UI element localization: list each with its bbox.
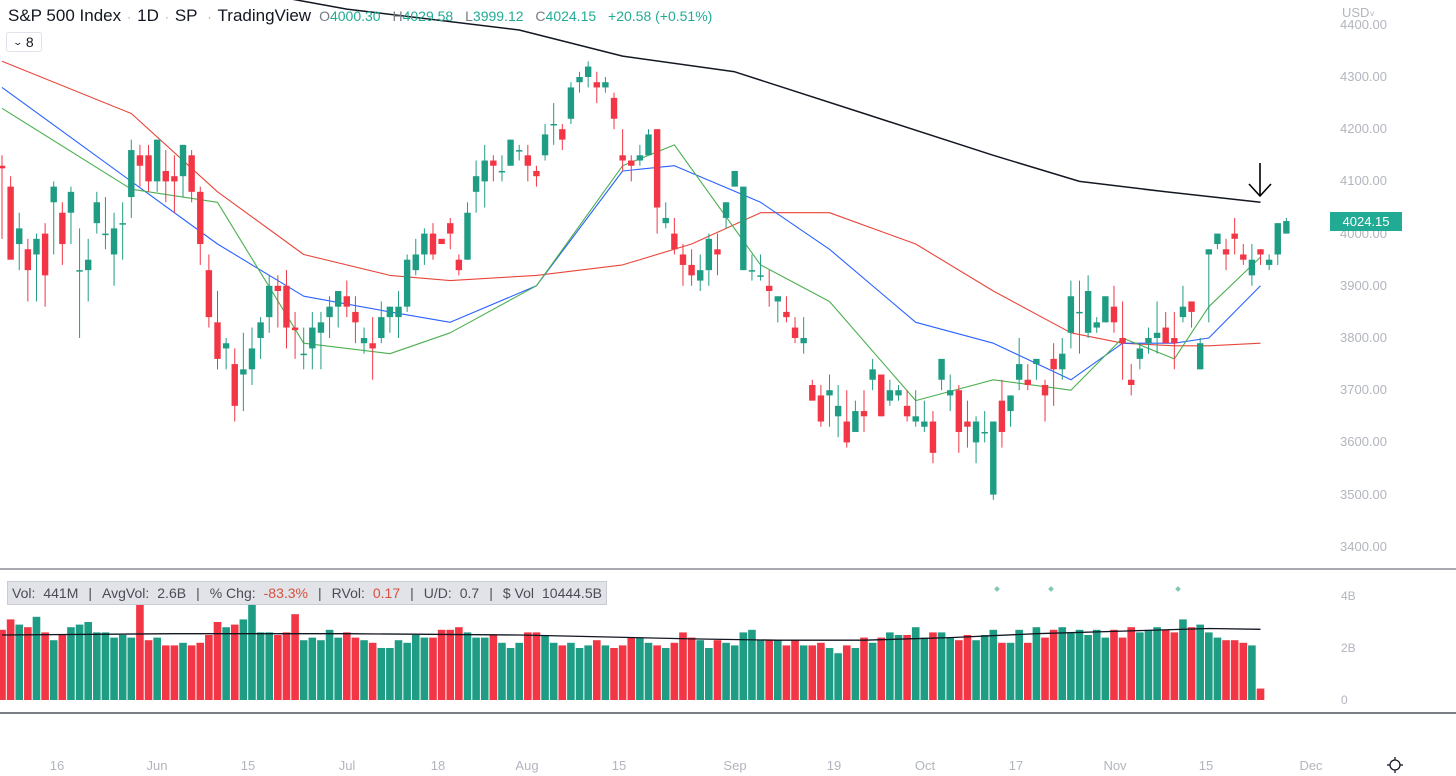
- pct-change-value: -83.3%: [263, 585, 308, 601]
- price-axis-label: 3600.00: [1340, 434, 1387, 450]
- indicators-toggle-button[interactable]: ⌄ 8: [6, 32, 42, 52]
- ma-blue-line: [1, 86, 1261, 381]
- price-axis-label: 3500.00: [1340, 486, 1387, 502]
- price-axis-label: 3700.00: [1340, 382, 1387, 398]
- volume-ma-line: [1, 627, 1261, 641]
- down-arrow-icon: [1248, 163, 1272, 198]
- price-axis-label: 3800.00: [1340, 330, 1387, 345]
- volume-markers: [994, 586, 1181, 592]
- ma-green-line: [1, 107, 1261, 402]
- close-value: 4024.15: [545, 8, 597, 24]
- time-axis-label: Nov: [1103, 758, 1127, 773]
- price-axis-label: 4300.00: [1340, 69, 1387, 84]
- time-axis-label: Sep: [723, 758, 747, 773]
- ohlc-values: O4000.30 H4029.58 L3999.12 C4024.15 +20.…: [319, 8, 713, 24]
- time-axis-label: 18: [430, 758, 446, 773]
- price-axis-label: 4100.00: [1340, 173, 1387, 189]
- chevron-down-icon: ˅: [1369, 9, 1375, 19]
- interval[interactable]: 1D: [137, 6, 159, 25]
- time-axis-label: Jul: [338, 758, 356, 773]
- time-axis-label: 17: [1008, 758, 1024, 773]
- chevron-down-icon: ⌄: [12, 36, 24, 47]
- ud-value: 0.7: [459, 585, 480, 601]
- time-axis-label: Dec: [1299, 758, 1323, 773]
- symbol-name[interactable]: S&P 500 Index: [8, 6, 122, 25]
- price-axis-label: 4400.00: [1340, 16, 1387, 32]
- avgvol-value: 2.6B: [157, 585, 187, 601]
- low-value: 3999.12: [472, 8, 524, 24]
- gear-icon[interactable]: [1386, 756, 1404, 774]
- volume-axis-2b: 2B: [1341, 641, 1356, 655]
- currency-selector[interactable]: USD˅: [1342, 5, 1375, 20]
- vol-value: 441M: [43, 585, 79, 601]
- time-axis-label: Aug: [515, 758, 539, 773]
- price-axis-label: 3900.00: [1340, 277, 1387, 293]
- volume-stats-bar: Vol: 441M | AvgVol: 2.6B | % Chg: -83.3% | …: [7, 581, 607, 605]
- open-value: 4000.30: [329, 8, 381, 24]
- indicator-count: 8: [25, 34, 34, 50]
- time-axis-label: 15: [611, 758, 627, 773]
- high-value: 4029.58: [402, 8, 454, 24]
- candlesticks: [0, 61, 1290, 500]
- price-axis-label: 3400.00: [1340, 538, 1387, 554]
- time-axis-label: 19: [826, 758, 842, 773]
- price-axis-label: 4200.00: [1340, 121, 1387, 137]
- volume-axis-0: 0: [1341, 693, 1348, 707]
- time-axis-label: 15: [240, 758, 256, 773]
- ma-200-line: [292, 0, 1261, 204]
- change-value: +20.58 (+0.51%): [608, 8, 713, 24]
- exchange: SP: [174, 6, 198, 25]
- rvol-value: 0.17: [372, 585, 401, 601]
- data-source: TradingView: [217, 6, 312, 25]
- dollar-vol-value: 10444.5B: [542, 585, 602, 601]
- chart-legend: S&P 500 Index · 1D · SP · TradingView O4…: [8, 6, 720, 26]
- last-price-label: 4024.15: [1330, 212, 1402, 231]
- time-axis-label: 15: [1198, 758, 1214, 773]
- time-axis-label: 16: [49, 758, 65, 773]
- volume-axis-4b: 4B: [1341, 589, 1356, 603]
- time-axis-label: Oct: [914, 758, 936, 773]
- volume-bars: [0, 596, 1265, 700]
- time-axis-label: Jun: [146, 758, 168, 773]
